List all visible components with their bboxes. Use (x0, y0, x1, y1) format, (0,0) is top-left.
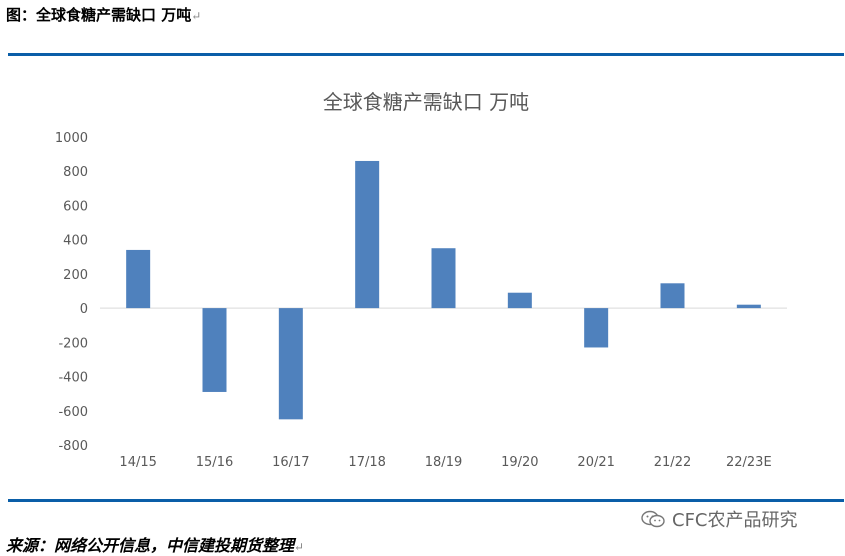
source-text: 来源：网络公开信息，中信建投期货整理 (6, 536, 295, 555)
y-tick-label: 600 (63, 199, 88, 214)
x-tick-label: 22/23E (726, 455, 772, 470)
bar-14-15 (126, 249, 151, 309)
bar-22-23E (736, 304, 761, 309)
y-tick-label: 400 (63, 234, 88, 249)
return-mark-icon: ↵ (191, 9, 202, 23)
chart-title: 全球食糖产需缺口 万吨 (323, 90, 529, 114)
watermark-text: CFC农产品研究 (672, 510, 798, 531)
x-tick-label: 18/19 (425, 455, 462, 470)
y-tick-label: -600 (58, 405, 88, 420)
y-tick-label: -800 (58, 439, 88, 454)
bottom-rule (8, 499, 844, 502)
watermark: CFC农产品研究 (640, 506, 798, 532)
wechat-icon (641, 510, 665, 528)
bar-20-21 (584, 308, 609, 348)
y-tick-label: 1000 (55, 131, 88, 146)
y-tick-label: 0 (80, 302, 88, 317)
y-tick-label: 200 (63, 268, 88, 283)
top-rule (8, 53, 844, 56)
figure-caption: 图：全球食糖产需缺口 万吨↵ (6, 4, 201, 25)
x-tick-label: 20/21 (577, 455, 614, 470)
bar-17-18 (355, 160, 380, 309)
x-tick-label: 14/15 (119, 455, 156, 470)
y-tick-label: -200 (58, 336, 88, 351)
y-tick-label: -400 (58, 371, 88, 386)
bar-18-19 (431, 248, 456, 309)
x-tick-label: 19/20 (501, 455, 538, 470)
x-tick-label: 17/18 (348, 455, 385, 470)
x-tick-label: 16/17 (272, 455, 309, 470)
bar-19-20 (507, 292, 532, 309)
x-tick-label: 21/22 (654, 455, 691, 470)
bar-21-22 (660, 283, 685, 309)
return-mark-icon: ↵ (294, 540, 305, 554)
source-note: 来源：网络公开信息，中信建投期货整理↵ (6, 532, 304, 556)
bar-16-17 (278, 308, 303, 420)
bar-15-16 (202, 308, 227, 392)
x-tick-label: 15/16 (196, 455, 233, 470)
y-tick-label: 800 (63, 165, 88, 180)
figure-caption-text: 图：全球食糖产需缺口 万吨 (6, 6, 192, 24)
